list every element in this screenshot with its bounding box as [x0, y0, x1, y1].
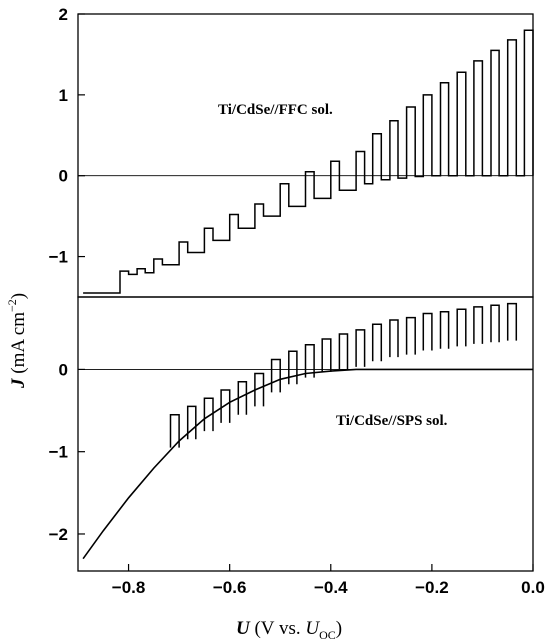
y-tick-label: 2: [59, 5, 68, 24]
top-panel-annotation: Ti/CdSe//FFC sol.: [218, 102, 333, 118]
bottom-panel-annotation: Ti/CdSe//SPS sol.: [336, 413, 448, 429]
y-tick-label: −1: [49, 248, 68, 267]
y-tick-label: 1: [59, 86, 68, 105]
chopped-light-pulses-bottom: [169, 302, 518, 448]
x-tick-label: −0.8: [112, 578, 146, 597]
x-tick-label: −0.2: [415, 578, 449, 597]
y-tick-label: 0: [59, 360, 68, 379]
panel-bottom: −2 −1 0 −0.8 −0.6 −0.4 −0.2 0.0: [49, 296, 545, 597]
dark-curve-bottom: [82, 368, 533, 560]
y-tick-label: −2: [49, 525, 68, 544]
y-tick-label: −1: [49, 443, 68, 462]
chopped-light-curve-top: [83, 29, 534, 294]
panel-top: −1 0 1 2: [49, 5, 534, 298]
x-tick-label: 0.0: [521, 578, 545, 597]
panel-frame-bottom: [77, 296, 534, 572]
panel-frame-top: [77, 13, 534, 298]
y-tick-label: 0: [59, 167, 68, 186]
x-axis-title: U (V vs. UOC): [236, 618, 342, 642]
y-axis-title: J (mA cm−2): [5, 293, 29, 389]
x-tick-label: −0.4: [314, 578, 348, 597]
x-tick-label: −0.6: [213, 578, 247, 597]
